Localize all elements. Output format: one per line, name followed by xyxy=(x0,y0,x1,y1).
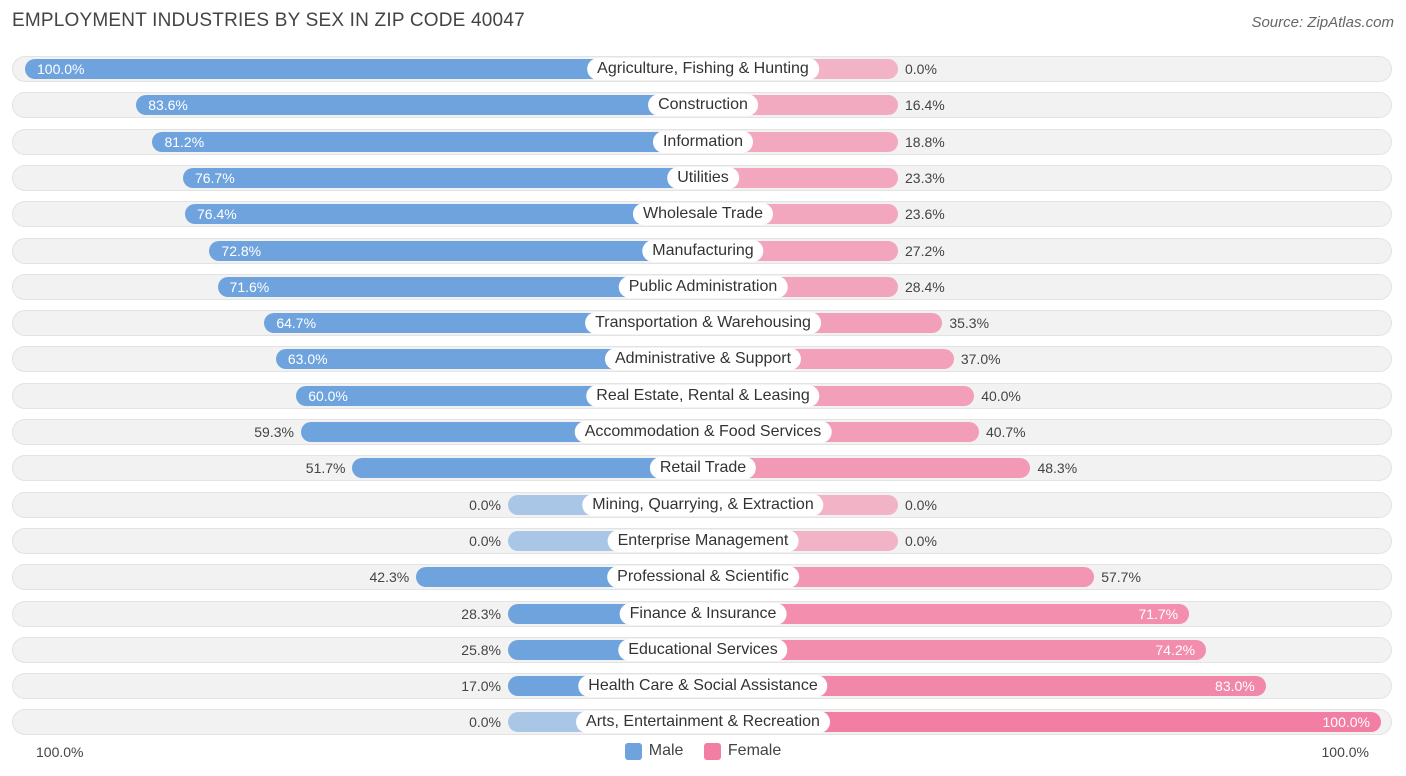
category-label: Agriculture, Fishing & Hunting xyxy=(587,58,819,80)
value-label-female: 0.0% xyxy=(905,496,937,513)
value-label-male: 64.7% xyxy=(276,315,317,332)
value-label-female: 28.4% xyxy=(905,278,945,295)
bar-female[interactable] xyxy=(703,676,1266,697)
value-label-female: 83.0% xyxy=(1215,678,1255,695)
value-label-male: 0.0% xyxy=(469,714,501,731)
bar-male[interactable] xyxy=(152,131,703,152)
category-label: Professional & Scientific xyxy=(607,566,799,589)
value-label-male: 28.3% xyxy=(461,605,501,622)
value-label-female: 48.3% xyxy=(1037,460,1078,477)
value-label-female: 71.7% xyxy=(1138,605,1179,622)
value-label-male: 25.8% xyxy=(461,641,501,658)
value-label-male: 71.6% xyxy=(229,278,270,295)
value-label-female: 16.4% xyxy=(905,97,945,114)
legend-swatch-male xyxy=(624,742,642,760)
bar-male[interactable] xyxy=(209,240,703,261)
axis-left-label: 100.0% xyxy=(36,744,84,760)
category-label: Accommodation & Food Services xyxy=(574,421,832,443)
value-label-male: 100.0% xyxy=(37,61,85,77)
value-label-female: 18.8% xyxy=(905,133,945,150)
category-label: Information xyxy=(652,130,754,153)
value-label-female: 0.0% xyxy=(905,61,937,77)
category-label: Utilities xyxy=(667,166,739,189)
value-label-female: 40.7% xyxy=(985,424,1026,440)
axis-right-label: 100.0% xyxy=(1321,744,1369,760)
value-label-male: 63.0% xyxy=(287,351,328,368)
legend-item-male[interactable]: Male xyxy=(624,742,684,760)
value-label-female: 27.2% xyxy=(905,242,945,259)
category-label: Construction xyxy=(648,94,758,117)
category-label: Finance & Insurance xyxy=(619,602,787,625)
legend-label-male: Male xyxy=(648,742,684,759)
legend-item-female[interactable]: Female xyxy=(703,742,782,760)
category-label: Transportation & Warehousing xyxy=(585,312,821,335)
value-label-male: 51.7% xyxy=(305,460,346,477)
category-label: Public Administration xyxy=(618,275,788,298)
category-label: Wholesale Trade xyxy=(632,203,774,226)
value-label-male: 42.3% xyxy=(369,569,410,586)
value-label-male: 0.0% xyxy=(469,496,501,513)
source-label: Source: ZipAtlas.com xyxy=(1251,14,1394,31)
value-label-female: 57.7% xyxy=(1101,569,1141,586)
value-label-female: 23.3% xyxy=(905,169,945,186)
category-label: Real Estate, Rental & Leasing xyxy=(586,384,820,407)
value-label-female: 0.0% xyxy=(905,532,937,549)
bar-male[interactable] xyxy=(185,204,703,225)
bar-female[interactable] xyxy=(703,712,1381,733)
bar-male[interactable] xyxy=(136,95,703,116)
value-label-female: 37.0% xyxy=(960,351,1001,368)
value-label-male: 76.4% xyxy=(197,206,237,223)
bar-female[interactable] xyxy=(703,567,1095,588)
legend-swatch-female xyxy=(703,742,721,760)
value-label-male: 81.2% xyxy=(164,133,205,150)
category-label: Arts, Entertainment & Recreation xyxy=(576,711,830,734)
value-label-female: 40.0% xyxy=(981,387,1021,404)
category-label: Enterprise Management xyxy=(607,529,799,552)
bar-male[interactable] xyxy=(25,59,703,79)
value-label-male: 83.6% xyxy=(148,97,188,114)
value-label-female: 23.6% xyxy=(905,206,945,223)
chart-title: EMPLOYMENT INDUSTRIES BY SEX IN ZIP CODE… xyxy=(12,10,525,31)
bar-male[interactable] xyxy=(352,458,703,479)
bar-female[interactable] xyxy=(703,458,1031,479)
legend: Male Female xyxy=(0,742,1406,765)
value-label-male: 72.8% xyxy=(221,242,262,259)
legend-label-female: Female xyxy=(727,742,782,759)
category-label: Health Care & Social Assistance xyxy=(578,675,828,698)
value-label-male: 0.0% xyxy=(469,532,501,549)
bar-female[interactable] xyxy=(703,603,1190,624)
value-label-male: 60.0% xyxy=(308,387,348,404)
bar-male[interactable] xyxy=(182,167,703,188)
value-label-male: 76.7% xyxy=(194,169,235,186)
bar-female[interactable] xyxy=(703,639,1207,660)
category-label: Manufacturing xyxy=(642,239,764,262)
bar-female[interactable] xyxy=(703,167,898,188)
value-label-male: 59.3% xyxy=(254,424,294,440)
category-label: Administrative & Support xyxy=(604,348,802,371)
value-label-female: 74.2% xyxy=(1155,641,1196,658)
value-label-male: 17.0% xyxy=(461,678,501,695)
category-label: Educational Services xyxy=(618,638,788,661)
category-label: Retail Trade xyxy=(649,457,757,480)
bar-male[interactable] xyxy=(217,276,703,297)
bar-male[interactable] xyxy=(275,349,703,370)
value-label-female: 100.0% xyxy=(1322,714,1370,731)
value-label-female: 35.3% xyxy=(949,315,990,332)
category-label: Mining, Quarrying, & Extraction xyxy=(582,493,824,516)
